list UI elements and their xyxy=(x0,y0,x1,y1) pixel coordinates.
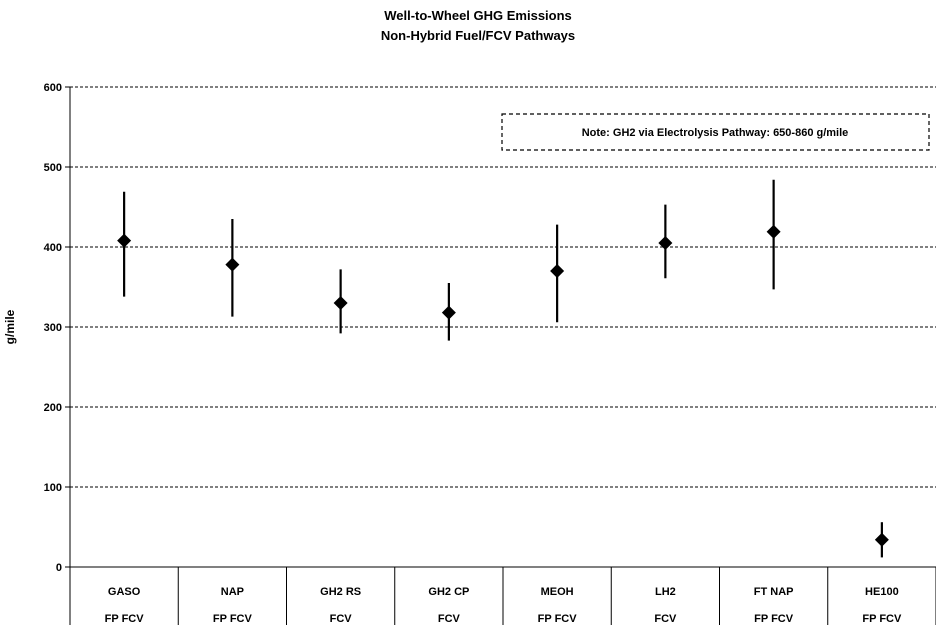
x-category-sublabel: FP FCV xyxy=(862,613,902,625)
y-tick-label: 400 xyxy=(44,242,62,254)
x-category-sublabel: FCV xyxy=(654,613,677,625)
data-marks xyxy=(117,179,889,558)
data-point-diamond xyxy=(225,257,240,272)
x-category-label: GH2 CP xyxy=(428,586,469,598)
annotation-border xyxy=(501,113,930,151)
data-point-diamond xyxy=(550,264,565,278)
data-point-diamond xyxy=(441,305,456,320)
data-point-diamond xyxy=(766,224,781,239)
x-category-labels: GASO FP FCV NAP FP FCV GH2 RS FCV GH2 CP FCV MEO… xyxy=(69,567,936,625)
x-category-sublabel: FP FCV xyxy=(213,613,253,625)
y-tick-label: 300 xyxy=(44,322,62,334)
x-category-sublabel: FP FCV xyxy=(538,613,578,625)
x-category-label: NAP xyxy=(221,586,244,598)
y-tick-labels: 0 100 200 300 400 500 600 xyxy=(44,82,70,574)
x-category-sublabel: FCV xyxy=(438,613,461,625)
y-tick-label: 0 xyxy=(56,562,62,574)
data-point-diamond xyxy=(874,532,889,547)
x-category-label: HE100 xyxy=(865,586,899,598)
annotation-box: Note: GH2 via Electrolysis Pathway: 650-… xyxy=(501,113,930,151)
y-tick-label: 500 xyxy=(44,162,62,174)
y-tick-label: 600 xyxy=(44,82,62,94)
data-point-diamond xyxy=(333,296,348,310)
x-category-sublabel: FP FCV xyxy=(754,613,794,625)
annotation-text: Note: GH2 via Electrolysis Pathway: 650-… xyxy=(582,127,849,139)
x-category-label: LH2 xyxy=(655,586,676,598)
data-point-diamond xyxy=(117,233,132,248)
x-category-label: GH2 RS xyxy=(320,586,361,598)
x-category-label: MEOH xyxy=(541,586,574,598)
x-category-sublabel: FCV xyxy=(330,613,353,625)
chart-subtitle: Non-Hybrid Fuel/FCV Pathways xyxy=(381,28,575,43)
y-tick-label: 100 xyxy=(44,482,62,494)
x-category-label: GASO xyxy=(108,586,141,598)
y-axis-label: g/mile xyxy=(3,309,17,344)
x-category-sublabel: FP FCV xyxy=(105,613,145,625)
data-point-diamond xyxy=(658,236,673,250)
y-tick-label: 200 xyxy=(44,402,62,414)
gridlines xyxy=(70,86,936,488)
x-category-label: FT NAP xyxy=(754,586,794,598)
chart-title: Well-to-Wheel GHG Emissions xyxy=(384,8,572,23)
